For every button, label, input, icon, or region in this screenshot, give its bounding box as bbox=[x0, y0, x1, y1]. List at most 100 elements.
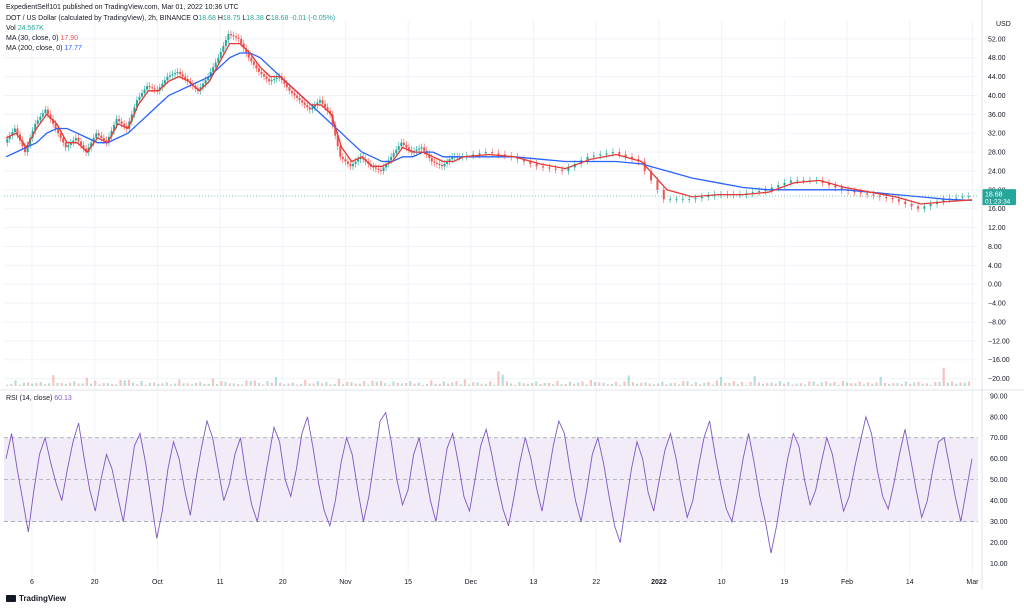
candle-body bbox=[176, 71, 179, 74]
candle-body bbox=[227, 34, 230, 41]
candle-body bbox=[179, 71, 182, 75]
candle-body bbox=[548, 167, 551, 169]
volume-bar bbox=[610, 383, 613, 386]
candle-body bbox=[217, 57, 220, 63]
volume-bar bbox=[930, 384, 933, 386]
ma200-legend[interactable]: MA (200, close, 0) 17.77 bbox=[6, 44, 82, 53]
volume-bar bbox=[434, 383, 437, 386]
candle-body bbox=[346, 161, 349, 164]
volume-bar bbox=[39, 381, 42, 386]
volume-bar bbox=[22, 382, 25, 386]
ma200-label: MA (200, close, 0) bbox=[6, 45, 63, 52]
volume-bar bbox=[728, 382, 731, 386]
volume-bar bbox=[959, 382, 962, 386]
volume-bar bbox=[522, 383, 525, 386]
candle-body bbox=[374, 167, 377, 169]
x-tick-label: 11 bbox=[216, 579, 223, 586]
candle-body bbox=[349, 163, 352, 167]
volume-bar bbox=[304, 379, 307, 386]
candle-body bbox=[339, 146, 342, 157]
volume-bar bbox=[808, 381, 811, 386]
volume-bar bbox=[875, 382, 878, 386]
candle-body bbox=[8, 135, 11, 140]
volume-bar bbox=[258, 382, 261, 386]
volume-bar bbox=[123, 380, 126, 386]
volume-bar bbox=[900, 383, 903, 386]
candle-body bbox=[802, 180, 805, 182]
candle-body bbox=[52, 119, 55, 124]
volume-bar bbox=[791, 384, 794, 386]
candle-body bbox=[885, 196, 888, 199]
x-tick-label: Dec bbox=[465, 579, 478, 586]
footer-brand: TradingView bbox=[19, 594, 66, 603]
ohlc-close: 18.68 bbox=[270, 15, 289, 22]
price-tick-label: 4.00 bbox=[988, 263, 1002, 270]
candle-body bbox=[214, 62, 217, 68]
candle-body bbox=[351, 163, 354, 167]
x-tick-label: Nov bbox=[339, 579, 352, 586]
volume-bar bbox=[312, 383, 315, 386]
volume-bar bbox=[934, 381, 937, 386]
candle-body bbox=[758, 191, 761, 193]
price-tick-label: 28.00 bbox=[988, 150, 1006, 157]
candle-body bbox=[311, 107, 314, 110]
volume-bar bbox=[127, 379, 130, 386]
rsi-label: RSI (14, close) bbox=[6, 395, 53, 402]
volume-bar bbox=[476, 382, 479, 386]
volume-bar bbox=[598, 382, 601, 386]
rsi-tick-label: 40.00 bbox=[990, 498, 1008, 505]
volume-bar bbox=[119, 379, 122, 386]
candle-body bbox=[6, 139, 9, 143]
rsi-tick-label: 30.00 bbox=[990, 519, 1008, 526]
volume-bar bbox=[85, 377, 88, 386]
volume-bar bbox=[963, 382, 966, 386]
volume-bar bbox=[14, 380, 17, 386]
candle-body bbox=[306, 104, 309, 108]
candle-body bbox=[207, 76, 210, 81]
symbol-line: DOT / US Dollar (calculated by TradingVi… bbox=[6, 14, 335, 23]
volume-bar bbox=[169, 384, 172, 386]
candle-body bbox=[853, 191, 856, 193]
volume-bar bbox=[673, 382, 676, 386]
candle-body bbox=[777, 185, 780, 188]
candle-body bbox=[67, 145, 70, 148]
volume-bar bbox=[535, 381, 538, 386]
volume-bar bbox=[909, 383, 912, 386]
candle-body bbox=[69, 142, 72, 146]
ohlc-open: 18.68 bbox=[198, 15, 216, 22]
ma30-value: 17.90 bbox=[60, 35, 79, 42]
candle-body bbox=[611, 152, 614, 154]
volume-bar bbox=[274, 376, 277, 386]
candle-body bbox=[451, 156, 454, 160]
volume-bar bbox=[144, 384, 147, 386]
volume-bar bbox=[102, 382, 105, 386]
volume-bar bbox=[514, 384, 517, 386]
ma30-legend[interactable]: MA (30, close, 0) 17.90 bbox=[6, 34, 78, 43]
tradingview-footer[interactable]: TradingView bbox=[6, 594, 66, 603]
candle-body bbox=[834, 185, 837, 188]
volume-bar bbox=[951, 381, 954, 386]
last-price-badge bbox=[982, 189, 1016, 206]
volume-bar bbox=[442, 381, 445, 386]
volume-bar bbox=[237, 384, 240, 386]
volume-bar bbox=[858, 381, 861, 386]
volume-bar bbox=[342, 384, 345, 386]
candle-body bbox=[385, 163, 388, 168]
candle-body bbox=[303, 102, 306, 105]
candle-body bbox=[420, 147, 423, 149]
volume-bar bbox=[350, 382, 353, 386]
volume-legend[interactable]: Vol 24.567K bbox=[6, 24, 44, 33]
volume-bar bbox=[883, 382, 886, 386]
candle-body bbox=[222, 45, 225, 52]
volume-bar bbox=[220, 381, 223, 386]
candle-body bbox=[491, 152, 494, 154]
volume-bar bbox=[543, 382, 546, 386]
candle-body bbox=[443, 163, 446, 167]
volume-bar bbox=[174, 383, 177, 386]
x-tick-label: 14 bbox=[906, 579, 914, 586]
rsi-line bbox=[5, 411, 973, 554]
ohlc-l-label: L bbox=[242, 15, 247, 22]
x-tick-label: 6 bbox=[30, 579, 34, 586]
rsi-legend[interactable]: RSI (14, close) 60.13 bbox=[6, 394, 72, 403]
